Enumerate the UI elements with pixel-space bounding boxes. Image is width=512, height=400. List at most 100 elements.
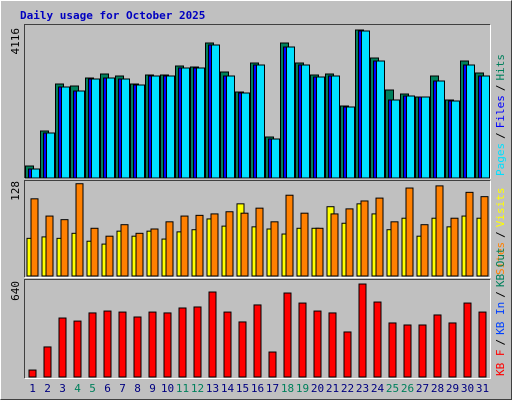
x-tick-label: 10 <box>161 382 174 395</box>
panel-border-dark <box>24 180 491 278</box>
x-tick-label: 9 <box>149 382 156 395</box>
legend: Sites / Visits <box>494 188 507 276</box>
x-tick-label: 24 <box>371 382 385 395</box>
bar <box>241 92 250 179</box>
legend-entry: Sites <box>494 242 507 275</box>
bar <box>165 221 174 277</box>
x-tick-label: 3 <box>59 382 66 395</box>
bar <box>316 76 325 179</box>
x-tick-label: 19 <box>296 382 309 395</box>
bar <box>421 96 430 179</box>
x-tick-label: 4 <box>74 382 81 395</box>
bar <box>58 317 67 378</box>
x-tick-label: 26 <box>401 382 414 395</box>
bar <box>405 187 414 277</box>
bar <box>75 183 84 277</box>
bar <box>118 311 127 378</box>
panel-border-light <box>24 279 491 379</box>
bar <box>463 302 472 378</box>
bar <box>330 213 339 277</box>
bar <box>331 75 340 179</box>
x-tick-label: 22 <box>341 382 354 395</box>
legend-entry: KB In <box>494 302 507 335</box>
bar <box>388 322 397 378</box>
bar <box>103 310 112 378</box>
bar <box>136 84 145 179</box>
bar <box>436 80 445 179</box>
bar <box>285 194 294 277</box>
bar <box>358 283 367 378</box>
bar <box>30 198 39 277</box>
bar <box>375 197 384 277</box>
chart-title: Daily usage for October 2025 <box>20 9 205 22</box>
bar <box>148 311 157 378</box>
bar <box>360 200 369 277</box>
x-tick-label: 31 <box>476 382 489 395</box>
legend-separator: / <box>494 339 507 346</box>
legend-separator: / <box>494 132 507 139</box>
bar <box>133 316 142 378</box>
bar <box>253 304 262 378</box>
bar <box>418 324 427 378</box>
bar <box>481 75 490 179</box>
bar <box>346 106 355 179</box>
bar <box>31 168 40 179</box>
legend-entry: KB F <box>494 350 507 377</box>
bar <box>195 214 204 277</box>
bar <box>120 224 129 277</box>
bar <box>91 78 100 179</box>
bar <box>90 227 99 277</box>
bar <box>361 30 370 179</box>
bar <box>450 217 459 277</box>
bar <box>376 60 385 179</box>
bar <box>271 138 280 179</box>
bar <box>225 211 234 277</box>
bar <box>46 132 55 179</box>
bar <box>328 312 337 378</box>
x-tick-label: 16 <box>251 382 264 395</box>
legend-entry: Pages <box>494 143 507 176</box>
x-tick-label: 6 <box>104 382 111 395</box>
legend-entry: Hits <box>494 54 507 81</box>
bar <box>283 292 292 378</box>
legend-entry: Files <box>494 95 507 128</box>
panel-border-dark <box>24 279 491 379</box>
bar <box>210 213 219 277</box>
bar <box>313 310 322 378</box>
x-tick-label: 12 <box>191 382 204 395</box>
bar <box>286 46 295 179</box>
bar <box>433 314 442 378</box>
bar <box>88 312 97 378</box>
legend: KB F / KB In / KB Out <box>494 247 507 376</box>
bar <box>403 324 412 378</box>
bar <box>43 346 52 378</box>
bar <box>240 212 249 277</box>
x-tick-label: 14 <box>221 382 235 395</box>
bar <box>466 64 475 179</box>
x-tick-label: 8 <box>134 382 141 395</box>
x-tick-label: 25 <box>386 382 399 395</box>
bar <box>163 312 172 378</box>
bar <box>180 215 189 277</box>
legend-separator: / <box>494 85 507 92</box>
bar <box>193 306 202 378</box>
legend-entry: KB Out <box>494 247 507 287</box>
bar <box>181 67 190 179</box>
x-tick-label: 17 <box>266 382 279 395</box>
bar <box>406 95 415 179</box>
bar <box>298 302 307 378</box>
panel-border-dark <box>24 24 491 179</box>
bar <box>178 307 187 378</box>
x-tick-label: 5 <box>89 382 96 395</box>
bar <box>28 369 37 378</box>
x-tick-label: 1 <box>29 382 36 395</box>
bar <box>451 100 460 179</box>
legend: Pages / Files / Hits <box>494 54 507 176</box>
bar <box>391 99 400 179</box>
bar <box>61 86 70 179</box>
legend-separator: / <box>494 231 507 238</box>
x-tick-label: 21 <box>326 382 339 395</box>
x-tick-label: 13 <box>206 382 219 395</box>
x-tick-label: 29 <box>446 382 459 395</box>
